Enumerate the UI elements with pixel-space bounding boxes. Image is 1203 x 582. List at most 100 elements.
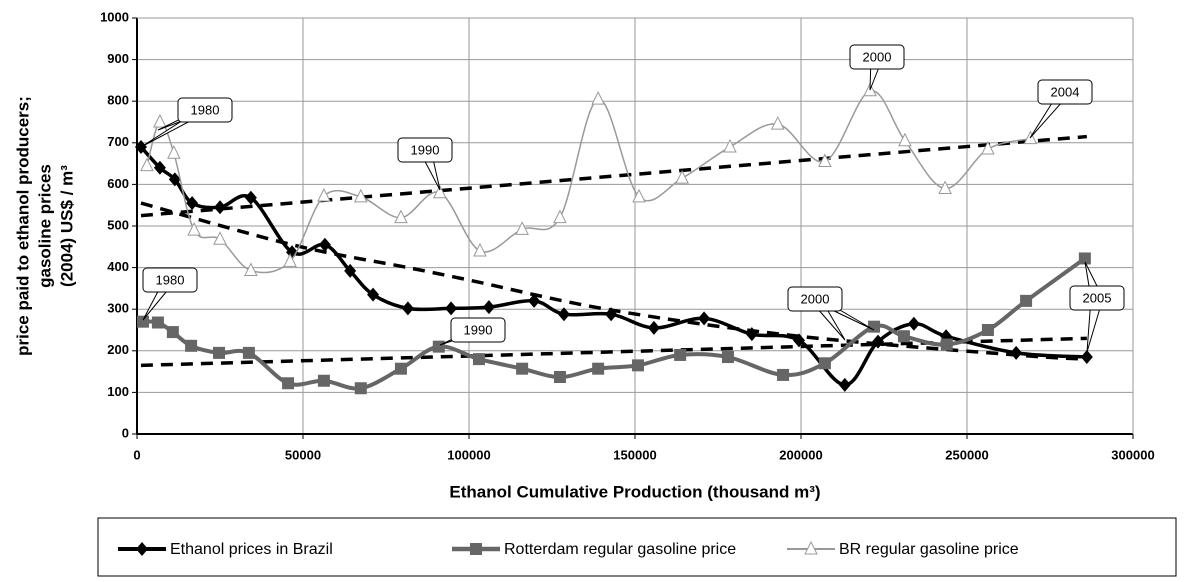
- series-line: [146, 90, 1031, 274]
- marker: [793, 333, 806, 348]
- marker: [153, 160, 166, 175]
- marker: [344, 263, 357, 278]
- legend-marker: [136, 542, 148, 556]
- marker: [723, 138, 737, 153]
- y-tick-label: 700: [107, 134, 129, 149]
- marker: [516, 362, 529, 375]
- marker: [745, 327, 758, 342]
- marker: [473, 242, 487, 257]
- marker: [140, 157, 154, 172]
- marker: [898, 132, 912, 147]
- marker: [244, 190, 257, 205]
- marker: [777, 368, 790, 381]
- marker: [515, 221, 529, 235]
- marker: [242, 346, 255, 359]
- y-tick-label: 900: [107, 51, 129, 66]
- marker: [818, 153, 832, 168]
- annotation: 1980: [191, 102, 220, 117]
- y-axis-title: (2004) US$ / m³: [57, 165, 76, 287]
- marker: [770, 115, 785, 130]
- marker: [482, 300, 495, 315]
- marker: [1080, 350, 1093, 365]
- marker: [838, 377, 851, 392]
- legend-label: Ethanol prices in Brazil: [170, 541, 333, 558]
- marker: [631, 359, 644, 372]
- marker: [394, 209, 408, 224]
- marker: [168, 172, 181, 187]
- legend-marker: [470, 543, 482, 555]
- marker: [553, 209, 567, 224]
- x-tick-label: 250000: [945, 447, 988, 462]
- callout-box: [177, 97, 233, 123]
- marker: [674, 348, 687, 361]
- marker: [401, 301, 414, 316]
- legend-marker: [804, 540, 818, 555]
- y-tick-label: 600: [107, 176, 129, 191]
- x-tick-label: 300000: [1111, 447, 1154, 462]
- y-tick-label: 400: [107, 259, 129, 274]
- marker: [528, 293, 541, 308]
- marker: [1010, 345, 1023, 360]
- marker: [354, 382, 367, 395]
- marker: [318, 237, 331, 252]
- marker: [553, 371, 566, 384]
- marker: [591, 91, 605, 105]
- marker: [1020, 294, 1033, 307]
- marker: [317, 187, 331, 202]
- marker: [647, 320, 660, 335]
- marker: [981, 140, 995, 155]
- y-tick-label: 1000: [100, 9, 129, 24]
- x-axis-title: Ethanol Cumulative Production (thousand …: [449, 482, 820, 501]
- marker: [907, 316, 920, 331]
- marker: [675, 170, 689, 184]
- callout-box: [450, 317, 506, 343]
- marker: [605, 307, 618, 322]
- x-tick-label: 150000: [613, 447, 656, 462]
- marker: [282, 377, 295, 390]
- y-tick-label: 0: [122, 425, 129, 440]
- series-line: [142, 256, 1087, 391]
- annotation: 2000: [801, 291, 830, 306]
- marker: [214, 200, 226, 215]
- marker: [394, 362, 407, 375]
- y-tick-label: 200: [107, 342, 129, 357]
- marker: [897, 330, 910, 343]
- annotation: 2004: [1051, 84, 1080, 99]
- marker: [166, 326, 179, 339]
- marker: [186, 196, 199, 211]
- callout-box: [1037, 79, 1093, 105]
- marker: [213, 231, 227, 245]
- callout-box: [1069, 285, 1125, 311]
- marker: [938, 180, 952, 195]
- marker: [940, 338, 953, 351]
- legend-label: BR regular gasoline price: [839, 541, 1019, 558]
- marker: [445, 301, 458, 316]
- trend-line: [140, 336, 1087, 368]
- annotation: 2005: [1083, 290, 1112, 305]
- y-tick-label: 800: [107, 93, 129, 108]
- marker: [432, 340, 445, 353]
- marker: [818, 357, 831, 370]
- marker: [367, 287, 380, 302]
- marker: [721, 351, 734, 364]
- marker: [286, 245, 299, 260]
- marker: [353, 188, 368, 203]
- annotation: 1980: [156, 272, 185, 287]
- x-tick-label: 50000: [285, 447, 321, 462]
- marker: [432, 184, 447, 199]
- legend-label: Rotterdam regular gasoline price: [504, 541, 736, 558]
- marker: [187, 222, 201, 236]
- marker: [872, 334, 885, 349]
- x-tick-label: 200000: [779, 447, 822, 462]
- marker: [868, 320, 881, 333]
- annotation: 1990: [411, 142, 440, 157]
- marker: [592, 362, 605, 375]
- trend-line: [140, 201, 1087, 361]
- marker: [472, 353, 485, 366]
- y-axis-title: price paid to ethanol producers;: [13, 96, 32, 356]
- marker: [981, 324, 994, 336]
- callout-box: [849, 44, 905, 70]
- marker: [317, 374, 330, 387]
- annotation: 2000: [863, 49, 892, 64]
